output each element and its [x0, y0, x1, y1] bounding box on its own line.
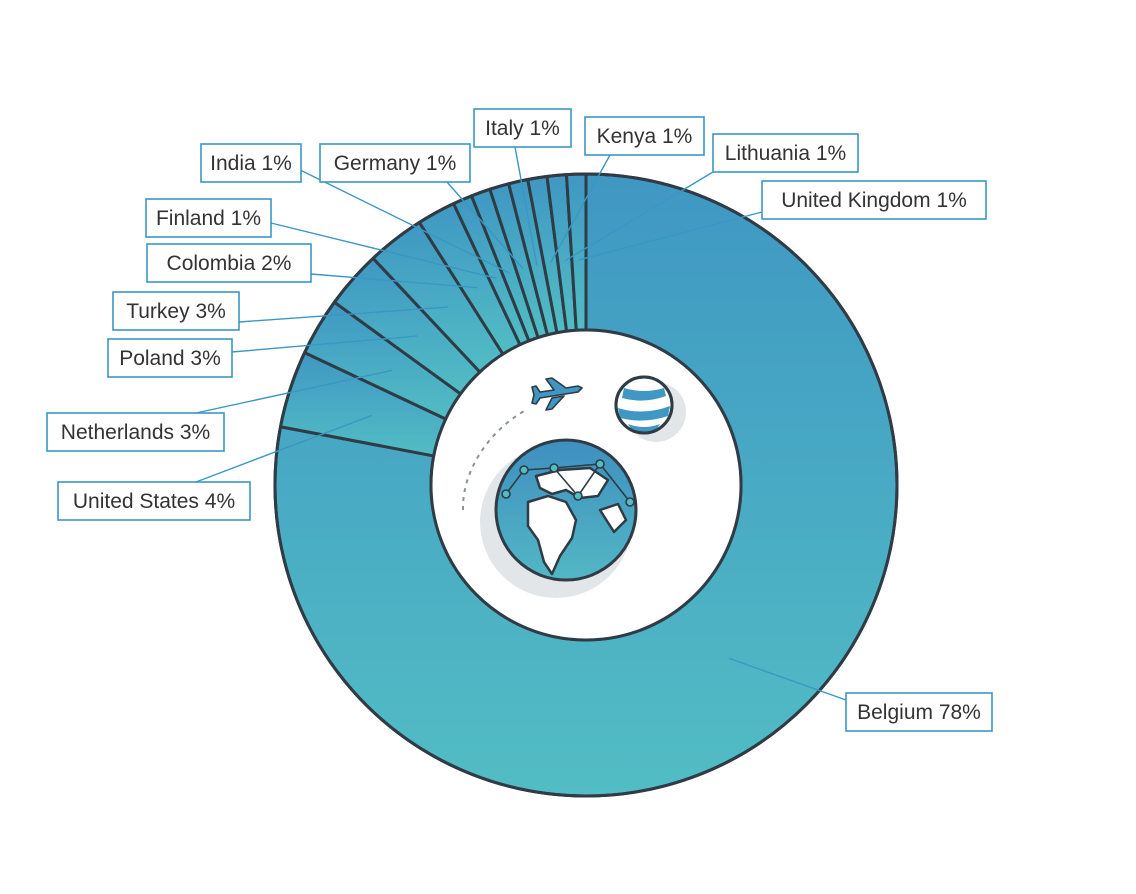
network-node-1 [519, 465, 529, 475]
label-germany: Germany 1% [319, 143, 471, 183]
label-finland: Finland 1% [145, 198, 272, 238]
label-box-germany [319, 143, 471, 183]
label-poland: Poland 3% [107, 338, 233, 378]
leader-line-united-states [195, 414, 373, 483]
label-colombia: Colombia 2% [146, 243, 312, 283]
label-text-netherlands: Netherlands 3% [61, 421, 210, 444]
label-text-finland: Finland 1% [156, 207, 261, 230]
label-kenya: Kenya 1% [584, 116, 705, 156]
small-globe-band-3 [628, 424, 660, 432]
leader-line-kenya [550, 154, 611, 263]
label-box-colombia [146, 243, 312, 283]
leader-line-belgium [729, 657, 847, 701]
label-turkey: Turkey 3% [112, 291, 240, 331]
label-text-united-kingdom: United Kingdom 1% [781, 189, 967, 212]
label-text-india: India 1% [210, 152, 292, 175]
slice-labels: Belgium 78% United States 4% Netherlands 3… [46, 108, 993, 732]
donut-outer-ring [273, 172, 899, 798]
slices-layer [273, 172, 899, 798]
globe-continent-africa [526, 494, 578, 576]
label-text-colombia: Colombia 2% [167, 252, 292, 275]
network-node-5 [573, 491, 583, 501]
label-text-belgium: Belgium 78% [857, 701, 981, 724]
leader-line-poland [231, 335, 418, 353]
airplane-icon [531, 377, 583, 411]
globe-island [598, 502, 628, 534]
label-lithuania: Lithuania 1% [712, 133, 859, 173]
label-india: India 1% [200, 143, 302, 183]
label-text-poland: Poland 3% [119, 347, 221, 370]
label-box-kenya [584, 116, 705, 156]
label-box-belgium [845, 692, 993, 732]
label-netherlands: Netherlands 3% [46, 412, 225, 452]
leader-line-united-kingdom [578, 211, 763, 261]
label-text-germany: Germany 1% [334, 152, 457, 175]
label-box-poland [107, 338, 233, 378]
leader-line-colombia [310, 273, 478, 289]
flight-path [461, 409, 527, 511]
small-globe-band-2 [618, 406, 670, 421]
globe-continent-europe [534, 466, 610, 500]
label-belgium: Belgium 78% [845, 692, 993, 732]
network-node-3 [595, 459, 605, 469]
label-box-india [200, 143, 302, 183]
network-node-0 [501, 489, 511, 499]
leader-line-lithuania [564, 171, 714, 262]
small-globe-outline [614, 375, 674, 435]
label-text-italy: Italy 1% [485, 117, 560, 140]
small-globe-band-1 [622, 388, 666, 401]
leader-line-italy [514, 146, 538, 266]
label-text-kenya: Kenya 1% [597, 125, 693, 148]
label-text-lithuania: Lithuania 1% [725, 142, 846, 165]
label-box-lithuania [712, 133, 859, 173]
network-node-4 [625, 497, 635, 507]
leader-line-turkey [238, 306, 449, 323]
label-text-united-states: United States 4% [73, 490, 235, 513]
label-text-turkey: Turkey 3% [126, 300, 226, 323]
leader-line-netherlands [195, 369, 393, 414]
label-italy: Italy 1% [473, 108, 572, 148]
label-united-kingdom: United Kingdom 1% [761, 180, 987, 220]
leader-line-finland [270, 222, 497, 280]
label-united-states: United States 4% [57, 481, 251, 521]
center-icon [429, 328, 743, 642]
label-box-united-states [57, 481, 251, 521]
label-box-italy [473, 108, 572, 148]
label-box-finland [145, 198, 272, 238]
label-box-netherlands [46, 412, 225, 452]
label-box-united-kingdom [761, 180, 987, 220]
network-node-2 [549, 463, 559, 473]
label-box-turkey [112, 291, 240, 331]
leader-line-germany [446, 181, 524, 270]
